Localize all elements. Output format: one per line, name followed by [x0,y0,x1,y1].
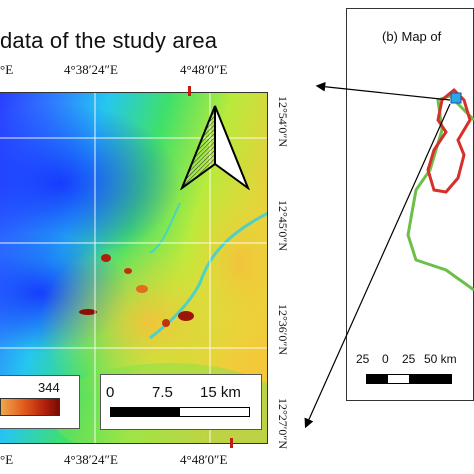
scale-label-end: 15 km [200,384,241,401]
inset-scale-25: 25 [402,352,416,366]
north-arrow-icon [180,105,250,190]
scale-label-mid: 7.5 [152,384,173,401]
inset-study-area [450,92,462,104]
scale-label-0: 0 [106,384,115,401]
inset-map-frame [346,8,474,401]
inset-scale-50km: 50 km [424,352,457,366]
legend-max-value: 344 [38,380,60,395]
lon-label-top-1: °E [0,62,14,77]
inset-scale-bar [366,374,452,384]
lon-label-bottom-1: °E [0,452,14,467]
inset-boundaries [406,87,474,292]
frame-tick-bottom [230,438,233,448]
frame-tick-top [188,86,191,96]
inset-map-title: (b) Map of [382,29,442,44]
lon-label-top-2: 4°38′24″E [64,62,118,77]
lon-label-bottom-3: 4°48′0″E [180,452,228,467]
lon-label-top-3: 4°48′0″E [180,62,228,77]
inset-scale-25-left: 25 [356,352,370,366]
inset-scale-0: 0 [382,352,389,366]
legend-color-ramp [0,398,60,416]
scale-bar-box [100,374,262,430]
lon-label-bottom-2: 4°38′24″E [64,452,118,467]
scale-bar [110,407,250,417]
map-title: data of the study area [0,28,218,53]
inset-inner-boundary [426,87,472,194]
